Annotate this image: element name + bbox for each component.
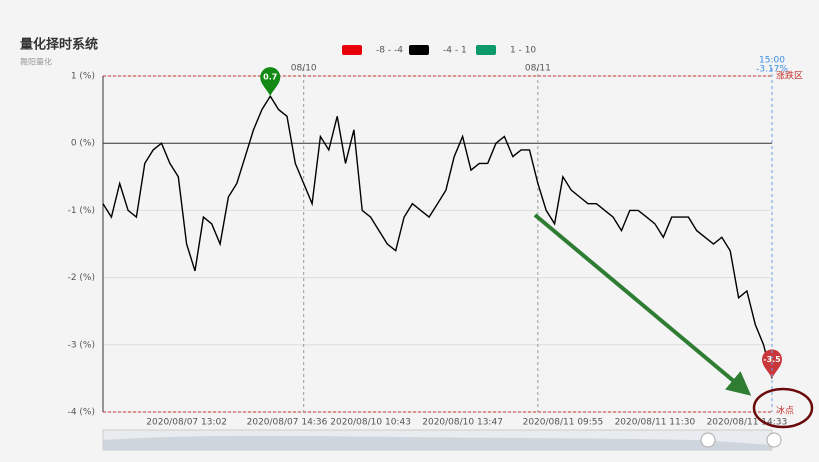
y-tick-label: -1 (%) <box>68 206 95 216</box>
cursor-value: -3.17% <box>756 65 788 75</box>
annotation-arrow <box>533 213 752 396</box>
zoom-handle[interactable] <box>766 432 782 448</box>
annotation-circle <box>752 387 814 429</box>
x-tick-label: 2020/08/11 09:55 <box>523 418 604 428</box>
date-marker-label: 08/10 <box>291 64 317 74</box>
legend-label[interactable]: -8 - -4 <box>376 46 403 56</box>
mark-line-label: 冰点 <box>776 405 794 417</box>
x-tick-label: 2020/08/07 13:02 <box>146 418 227 428</box>
legend: -8 - -4 -4 - 1 1 - 10 <box>342 45 536 56</box>
x-tick-label: 2020/08/10 13:47 <box>422 418 503 428</box>
legend-swatch[interactable] <box>342 45 362 55</box>
legend-label[interactable]: 1 - 10 <box>510 46 536 56</box>
zoom-preview <box>103 435 772 450</box>
x-tick-label: 2020/08/07 14:36 <box>247 418 328 428</box>
mark-pin-label: -3.5 <box>763 355 781 364</box>
zoom-handle[interactable] <box>700 432 716 448</box>
plot: -4 (%) -3 (%) -2 (%) -1 (%) 0 (%) 1 (%) 2020/0… <box>68 56 803 428</box>
chart-title: 量化择时系统 <box>20 37 98 53</box>
y-tick-label: 0 (%) <box>71 139 95 149</box>
data-zoom[interactable] <box>102 429 782 451</box>
legend-swatch[interactable] <box>476 45 496 55</box>
legend-swatch[interactable] <box>409 45 429 55</box>
data-line <box>102 94 773 379</box>
x-tick-label: 2020/08/10 10:43 <box>330 418 411 428</box>
mark-line-label: 涨跌区 <box>776 71 803 82</box>
y-tick-label: -2 (%) <box>68 273 95 283</box>
cursor-time: 15:00 <box>759 56 785 66</box>
date-marker-label: 08/11 <box>525 64 551 74</box>
mark-pin-label: 0.7 <box>263 73 277 82</box>
legend-label[interactable]: -4 - 1 <box>443 46 467 56</box>
y-tick-label: -4 (%) <box>68 408 95 418</box>
y-tick-label: 1 (%) <box>71 72 95 82</box>
y-tick-label: -3 (%) <box>68 340 95 350</box>
x-tick-label: 2020/08/11 14:33 <box>707 418 788 428</box>
chart-subtitle: 舞阳量化 <box>20 57 52 67</box>
mark-pin <box>260 67 281 97</box>
x-tick-label: 2020/08/11 11:30 <box>615 418 696 428</box>
